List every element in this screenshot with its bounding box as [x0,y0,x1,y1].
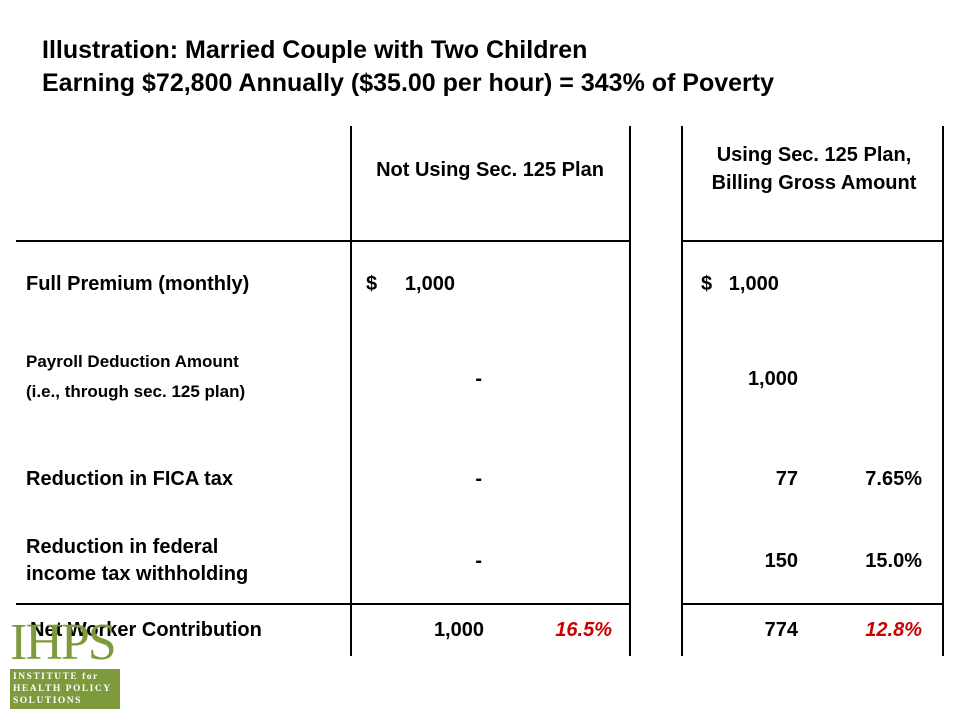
fica-using: 77 [775,468,798,490]
federal-using-pct: 15.0% [865,550,922,572]
row-label-payroll-line-1: Payroll Deduction Amount [26,352,239,371]
full-premium-using: $ 1,000 [701,273,779,295]
row-label-full-premium: Full Premium (monthly) [26,273,250,295]
row-label-fica: Reduction in FICA tax [26,468,234,490]
payroll-using: 1,000 [747,368,798,390]
fica-using-pct: 7.65% [865,468,922,490]
logo-sub-line-1: INSTITUTE for [13,672,99,682]
row-label-net: Net Worker Contribution [30,619,262,641]
title-line-2: Earning $72,800 Annually ($35.00 per hou… [42,69,774,97]
federal-using: 150 [764,550,798,572]
column-header-using: Using Sec. 125 Plan, Billing Gross Amoun… [711,144,917,194]
ihps-logo: IHPS INSTITUTE for HEALTH POLICY SOLUTIO… [10,617,122,710]
fica-not-using: - [475,468,482,490]
logo-sub-line-3: SOLUTIONS [13,696,82,706]
column-header-not-using: Not Using Sec. 125 Plan [376,159,604,181]
logo-mark: IHPS [10,614,117,671]
row-label-federal-line-1: Reduction in federal [26,536,219,558]
net-not-using-pct: 16.5% [555,619,612,641]
net-not-using: 1,000 [433,619,484,641]
total-row-top-border-right [681,603,944,605]
header-bottom-border [16,240,630,242]
table-left-border [350,126,352,656]
slide-title: Illustration: Married Couple with Two Ch… [42,34,774,100]
table-right-border [942,126,944,656]
full-premium-not-using: $ 1,000 [366,273,455,295]
title-line-1: Illustration: Married Couple with Two Ch… [42,36,588,64]
total-row-top-border [16,603,630,605]
row-label-federal-line-2: income tax withholding [26,563,249,585]
federal-not-using: - [475,550,482,572]
row-label-payroll-line-2: (i.e., through sec. 125 plan) [26,382,246,401]
net-using: 774 [764,619,798,641]
header-bottom-border-right [681,240,944,242]
payroll-not-using: - [475,368,482,390]
table-divider-left [629,126,631,656]
logo-sub-line-2: HEALTH POLICY [13,684,112,694]
net-using-pct: 12.8% [865,619,922,641]
logo-subtitle: INSTITUTE for HEALTH POLICY SOLUTIONS [10,669,120,709]
table-divider-right [681,126,683,656]
